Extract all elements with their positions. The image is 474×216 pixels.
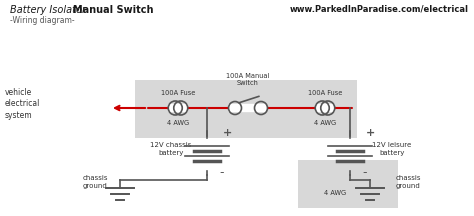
Text: -Wiring diagram-: -Wiring diagram-	[10, 16, 74, 25]
Text: chassis
ground: chassis ground	[82, 175, 108, 189]
Text: Manual Switch: Manual Switch	[73, 5, 154, 15]
Text: 100A Manual
Switch: 100A Manual Switch	[226, 73, 270, 86]
Text: +: +	[223, 128, 232, 138]
Text: 4 AWG: 4 AWG	[314, 120, 336, 126]
Text: 4 AWG: 4 AWG	[167, 120, 189, 126]
Text: vehicle
electrical
system: vehicle electrical system	[5, 88, 40, 120]
Text: 12V leisure
battery: 12V leisure battery	[373, 142, 411, 156]
Text: Battery Isolator: Battery Isolator	[10, 5, 89, 15]
Text: -: -	[362, 167, 366, 179]
FancyBboxPatch shape	[298, 160, 398, 208]
FancyBboxPatch shape	[135, 80, 357, 138]
Text: www.ParkedInParadise.com/electrical: www.ParkedInParadise.com/electrical	[290, 5, 469, 14]
Text: 12V chassis
battery: 12V chassis battery	[150, 142, 191, 156]
Text: +: +	[366, 128, 375, 138]
Text: chassis
ground: chassis ground	[395, 175, 421, 189]
Text: 100A Fuse: 100A Fuse	[308, 90, 342, 96]
Text: 4 AWG: 4 AWG	[324, 190, 346, 196]
Text: -: -	[219, 167, 224, 179]
Text: 100A Fuse: 100A Fuse	[161, 90, 195, 96]
